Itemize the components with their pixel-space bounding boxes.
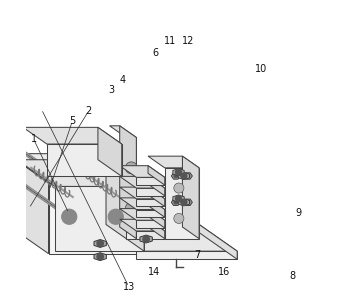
Text: 9: 9	[295, 208, 302, 219]
Polygon shape	[98, 127, 122, 176]
Text: 14: 14	[148, 266, 160, 277]
Polygon shape	[148, 176, 165, 196]
Circle shape	[97, 240, 103, 247]
Text: 12: 12	[182, 36, 195, 46]
Text: 7: 7	[194, 250, 201, 260]
Polygon shape	[178, 173, 190, 180]
Polygon shape	[148, 198, 165, 217]
Circle shape	[65, 212, 80, 227]
Polygon shape	[136, 231, 165, 239]
Text: 11: 11	[164, 36, 177, 46]
Polygon shape	[178, 199, 190, 206]
Polygon shape	[148, 156, 199, 168]
Polygon shape	[126, 138, 136, 239]
Polygon shape	[120, 219, 165, 231]
Polygon shape	[171, 199, 180, 205]
Polygon shape	[94, 253, 106, 260]
Circle shape	[186, 201, 190, 204]
Polygon shape	[182, 156, 199, 239]
Polygon shape	[173, 195, 184, 202]
Text: 16: 16	[218, 266, 230, 277]
Text: 3: 3	[108, 85, 114, 95]
Circle shape	[126, 162, 136, 173]
Text: 2: 2	[85, 106, 92, 116]
Text: 10: 10	[255, 64, 267, 74]
Polygon shape	[55, 186, 144, 251]
Circle shape	[97, 254, 103, 260]
Polygon shape	[120, 126, 136, 239]
Polygon shape	[136, 220, 165, 228]
Circle shape	[62, 209, 77, 224]
Text: 5: 5	[69, 116, 76, 126]
Polygon shape	[136, 251, 237, 259]
Polygon shape	[136, 177, 165, 185]
Polygon shape	[7, 154, 49, 254]
Polygon shape	[136, 199, 165, 207]
Polygon shape	[7, 154, 160, 183]
Circle shape	[176, 169, 181, 175]
Polygon shape	[120, 176, 165, 188]
Circle shape	[143, 236, 149, 242]
Circle shape	[174, 201, 177, 204]
Polygon shape	[120, 209, 165, 220]
Polygon shape	[183, 199, 192, 205]
Circle shape	[181, 199, 187, 205]
Text: 13: 13	[123, 282, 135, 292]
Polygon shape	[17, 160, 144, 186]
Polygon shape	[49, 183, 160, 254]
Circle shape	[126, 203, 136, 214]
Polygon shape	[173, 169, 184, 176]
Circle shape	[112, 212, 127, 227]
Polygon shape	[148, 187, 165, 207]
Text: 6: 6	[153, 48, 159, 58]
Text: 1: 1	[30, 134, 37, 144]
Polygon shape	[106, 160, 144, 251]
Polygon shape	[148, 166, 165, 185]
Polygon shape	[148, 219, 165, 239]
Polygon shape	[148, 209, 165, 228]
Polygon shape	[199, 225, 237, 259]
Circle shape	[174, 214, 183, 223]
Polygon shape	[98, 225, 237, 251]
Circle shape	[186, 174, 190, 178]
Polygon shape	[94, 239, 106, 247]
Circle shape	[176, 196, 181, 202]
Polygon shape	[136, 188, 165, 196]
Polygon shape	[110, 126, 136, 138]
Polygon shape	[120, 198, 165, 210]
Polygon shape	[120, 166, 165, 177]
Polygon shape	[183, 173, 192, 179]
Circle shape	[181, 173, 187, 179]
Polygon shape	[165, 168, 199, 239]
Text: 8: 8	[289, 271, 296, 281]
Polygon shape	[120, 187, 165, 199]
Polygon shape	[47, 144, 122, 176]
Text: 4: 4	[120, 74, 126, 85]
Polygon shape	[136, 210, 165, 217]
Circle shape	[174, 184, 183, 193]
Polygon shape	[171, 173, 180, 179]
Polygon shape	[23, 127, 122, 144]
Circle shape	[174, 174, 177, 178]
Circle shape	[108, 209, 123, 224]
Polygon shape	[140, 235, 152, 243]
